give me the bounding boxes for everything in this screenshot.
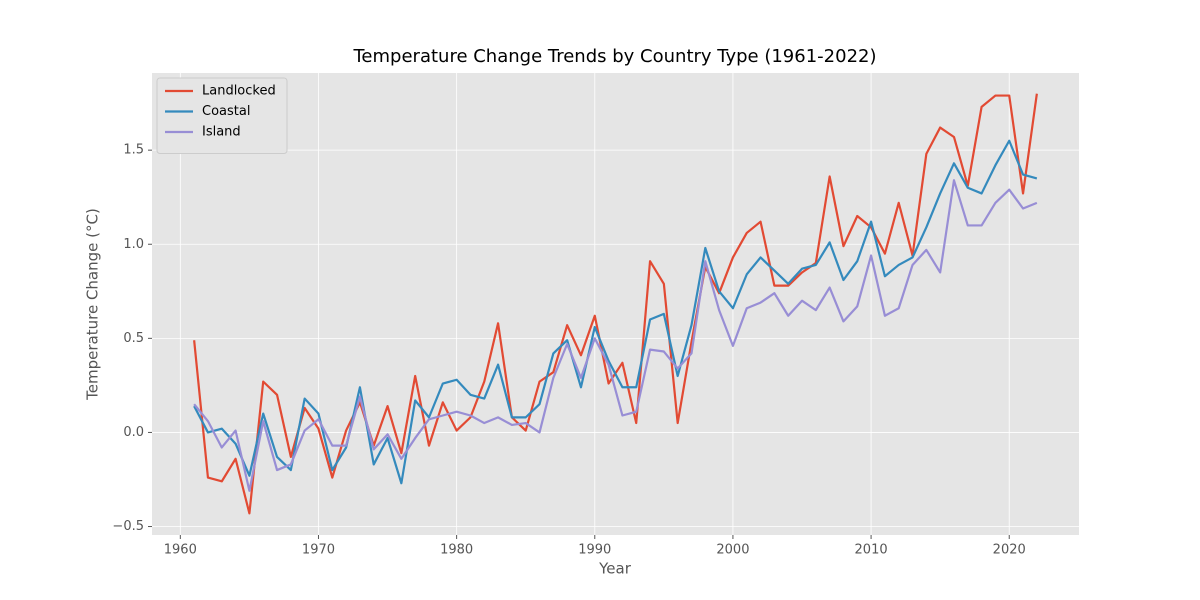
y-tick-label: 1.0 [123,237,144,252]
series-line [193,179,1038,492]
y-axis-label: Temperature Change (°C) [84,208,102,401]
x-tick-label: 1990 [578,543,611,558]
legend-box [156,77,288,154]
x-axis-label: Year [598,560,632,578]
x-tick-label: 1960 [164,543,197,558]
legend-label: Coastal [202,104,250,119]
legend: Landlocked Coastal Island [156,77,288,154]
legend-label: Island [202,125,241,140]
y-tick-label: 1.5 [123,143,144,158]
y-tick-label: 0.5 [123,331,144,346]
x-tick-label: 2000 [716,543,749,558]
y-tick-label: 0.0 [123,425,144,440]
chart-title: Temperature Change Trends by Country Typ… [353,46,877,67]
series-line [193,139,1038,485]
x-tick-label: 2010 [855,543,888,558]
x-tick-label: 2020 [993,543,1026,558]
legend-label: Landlocked [202,84,276,99]
x-tick-label: 1980 [440,543,473,558]
y-tick-label: −0.5 [112,519,144,534]
x-tick-label: 1970 [302,543,335,558]
